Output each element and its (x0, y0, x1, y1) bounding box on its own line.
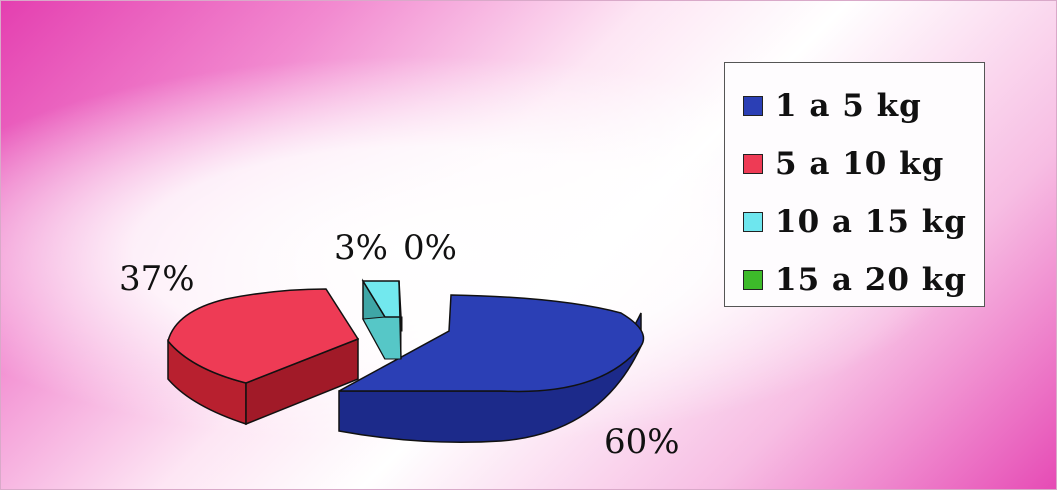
legend-label: 10 a 15 kg (775, 204, 967, 240)
pie-slice-5-a-10-kg (167, 288, 360, 426)
data-label-37: 37% (119, 259, 195, 299)
data-label-0: 0% (403, 228, 457, 268)
pie-slice-15-a-20-kg (400, 316, 403, 332)
legend-label: 5 a 10 kg (775, 146, 945, 182)
data-label-3: 3% (334, 228, 388, 268)
legend-item: 1 a 5 kg (743, 77, 984, 135)
data-label-60: 60% (604, 422, 680, 462)
legend-swatch (743, 154, 763, 174)
slice-top (338, 294, 645, 393)
legend: 1 a 5 kg 5 a 10 kg 10 a 15 kg 15 a 20 kg (724, 62, 985, 307)
legend-label: 1 a 5 kg (775, 88, 922, 124)
slice-edge (398, 280, 402, 360)
legend-label: 15 a 20 kg (775, 262, 967, 298)
pie-slice-1-a-5-kg (338, 294, 645, 443)
legend-item: 10 a 15 kg (743, 193, 984, 251)
legend-swatch (743, 212, 763, 232)
legend-item: 15 a 20 kg (743, 251, 984, 309)
legend-swatch (743, 96, 763, 116)
slice-top (167, 288, 360, 384)
slice-hatch (362, 316, 402, 360)
legend-item: 5 a 10 kg (743, 135, 984, 193)
pie-slice-10-a-15-kg (361, 278, 402, 360)
slice-top (400, 316, 403, 332)
legend-swatch (743, 270, 763, 290)
